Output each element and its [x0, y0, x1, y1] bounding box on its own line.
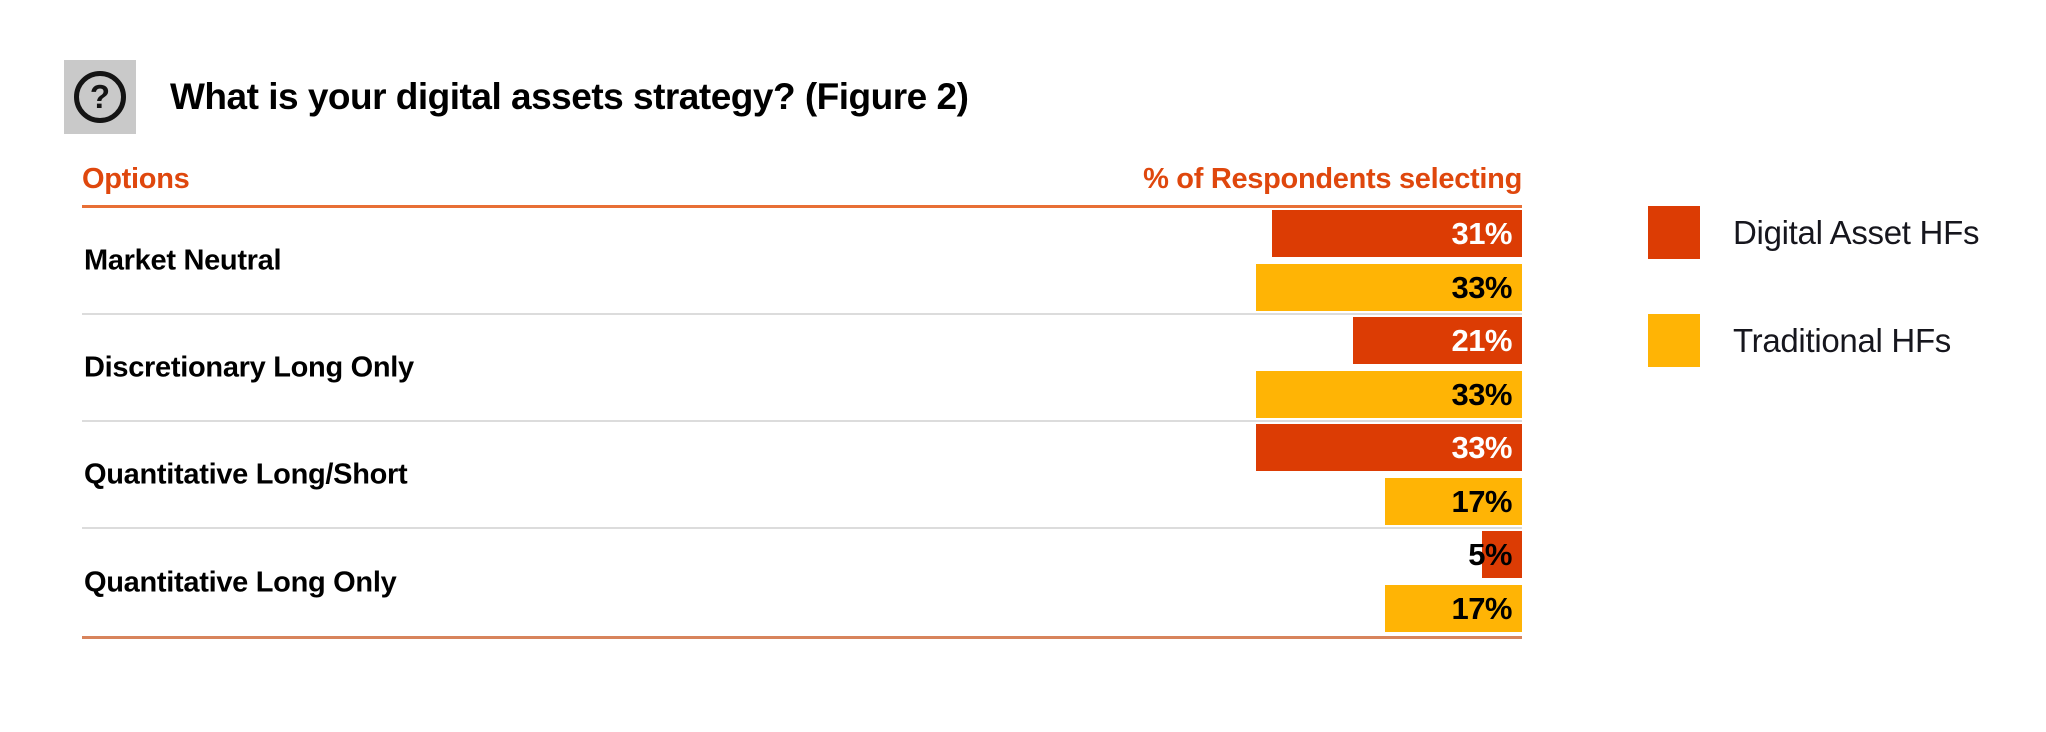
traditional-hf-bar: [1385, 585, 1522, 632]
traditional-hf-bar: [1385, 478, 1522, 525]
bar-track: 33%: [82, 264, 1522, 311]
bar-track: 5%: [82, 531, 1522, 578]
bar-value-label: 33%: [1451, 429, 1512, 465]
legend-label: Digital Asset HFs: [1733, 213, 1980, 251]
chart-row: Discretionary Long Only 21% 33%: [82, 315, 1522, 422]
chart-row: Market Neutral 31% 33%: [82, 208, 1522, 315]
bar-value-label: 33%: [1451, 269, 1512, 305]
legend-swatch-icon: [1648, 314, 1700, 367]
bar-track: 33%: [82, 371, 1522, 418]
chart-row: Quantitative Long Only 5% 17%: [82, 529, 1522, 636]
traditional-hf-bar: [1256, 264, 1522, 311]
column-header-options: Options: [82, 163, 190, 195]
question-mark-icon: ?: [64, 60, 136, 134]
chart-legend: Digital Asset HFs Traditional HFs: [1648, 206, 1979, 422]
column-header-percent: % of Respondents selecting: [1143, 163, 1522, 195]
bar-track: 17%: [82, 585, 1522, 632]
chart-header: Options % of Respondents selecting: [82, 163, 1522, 208]
page-title: What is your digital assets strategy? (F…: [170, 76, 969, 117]
chart-row: Quantitative Long/Short 33% 17%: [82, 422, 1522, 529]
bar-track: 21%: [82, 317, 1522, 364]
question-mark-glyph: ?: [74, 71, 126, 123]
bar-chart-table: Options % of Respondents selecting Marke…: [82, 163, 1522, 639]
digital-asset-hf-bar: [1272, 210, 1522, 257]
legend-item: Traditional HFs: [1648, 314, 1979, 367]
bar-track: 33%: [82, 424, 1522, 471]
legend-swatch-icon: [1648, 206, 1700, 259]
bar-track: 31%: [82, 210, 1522, 257]
traditional-hf-bar: [1256, 371, 1522, 418]
digital-asset-hf-bar: [1256, 424, 1522, 471]
legend-label: Traditional HFs: [1733, 321, 1952, 359]
bar-value-label: 5%: [1468, 536, 1512, 572]
bar-value-label: 21%: [1451, 322, 1512, 358]
category-label: Discretionary Long Only: [84, 351, 414, 383]
chart-rows: Market Neutral 31% 33% Discretionary Long O…: [82, 208, 1522, 636]
category-label: Market Neutral: [84, 244, 282, 276]
bar-value-label: 31%: [1451, 215, 1512, 251]
bar-track: 17%: [82, 478, 1522, 525]
bar-value-label: 17%: [1451, 483, 1512, 519]
category-label: Quantitative Long/Short: [84, 458, 408, 490]
digital-asset-hf-bar: [1353, 317, 1522, 364]
bar-value-label: 33%: [1451, 376, 1512, 412]
bar-value-label: 17%: [1451, 590, 1512, 626]
legend-item: Digital Asset HFs: [1648, 206, 1979, 259]
category-label: Quantitative Long Only: [84, 566, 397, 598]
figure-title-row: ? What is your digital assets strategy? …: [64, 60, 969, 134]
digital-asset-hf-bar: [1482, 531, 1522, 578]
